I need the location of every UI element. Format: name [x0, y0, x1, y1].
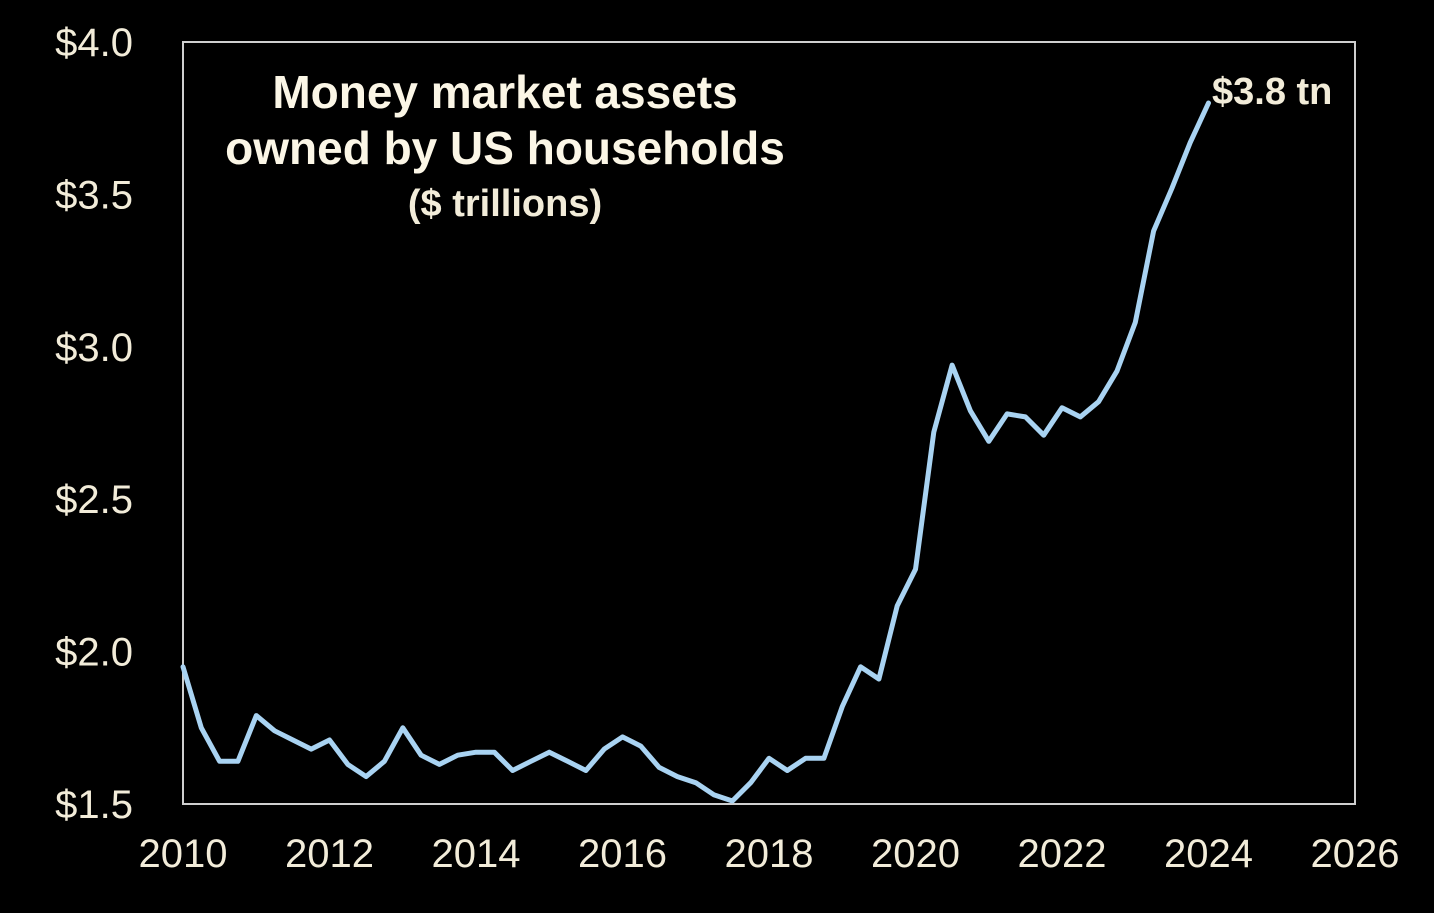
series-lines [180, 100, 1211, 804]
plot-frame [182, 41, 1356, 805]
y-tick-label: $2.0 [55, 631, 133, 675]
x-tick-label: 2024 [1164, 832, 1253, 876]
x-tick-label: 2016 [578, 832, 667, 876]
y-tick-label: $4.0 [55, 21, 133, 65]
chart-title-line-1: Money market assets [272, 66, 737, 118]
end-value-label: $3.8 tn [1212, 71, 1332, 113]
y-axis-tick-labels: $1.5 $2.0 $2.5 $3.0 $3.5 $4.0 [55, 21, 133, 827]
chart-subtitle: ($ trillions) [408, 183, 602, 225]
x-tick-label: 2012 [285, 832, 374, 876]
x-tick-label: 2020 [871, 832, 960, 876]
series-line [180, 100, 1211, 804]
chart-title-line-2: owned by US households [225, 122, 785, 174]
x-tick-label: 2010 [139, 832, 228, 876]
x-tick-label: 2022 [1018, 832, 1107, 876]
x-tick-label: 2014 [432, 832, 521, 876]
x-tick-label: 2026 [1311, 832, 1400, 876]
y-tick-label: $1.5 [55, 783, 133, 827]
y-tick-label: $2.5 [55, 478, 133, 522]
y-tick-label: $3.5 [55, 173, 133, 217]
x-tick-label: 2018 [725, 832, 814, 876]
y-tick-label: $3.0 [55, 326, 133, 370]
x-axis-tick-labels: 2010 2012 2014 2016 2018 2020 2022 2024 2026 [139, 832, 1400, 876]
